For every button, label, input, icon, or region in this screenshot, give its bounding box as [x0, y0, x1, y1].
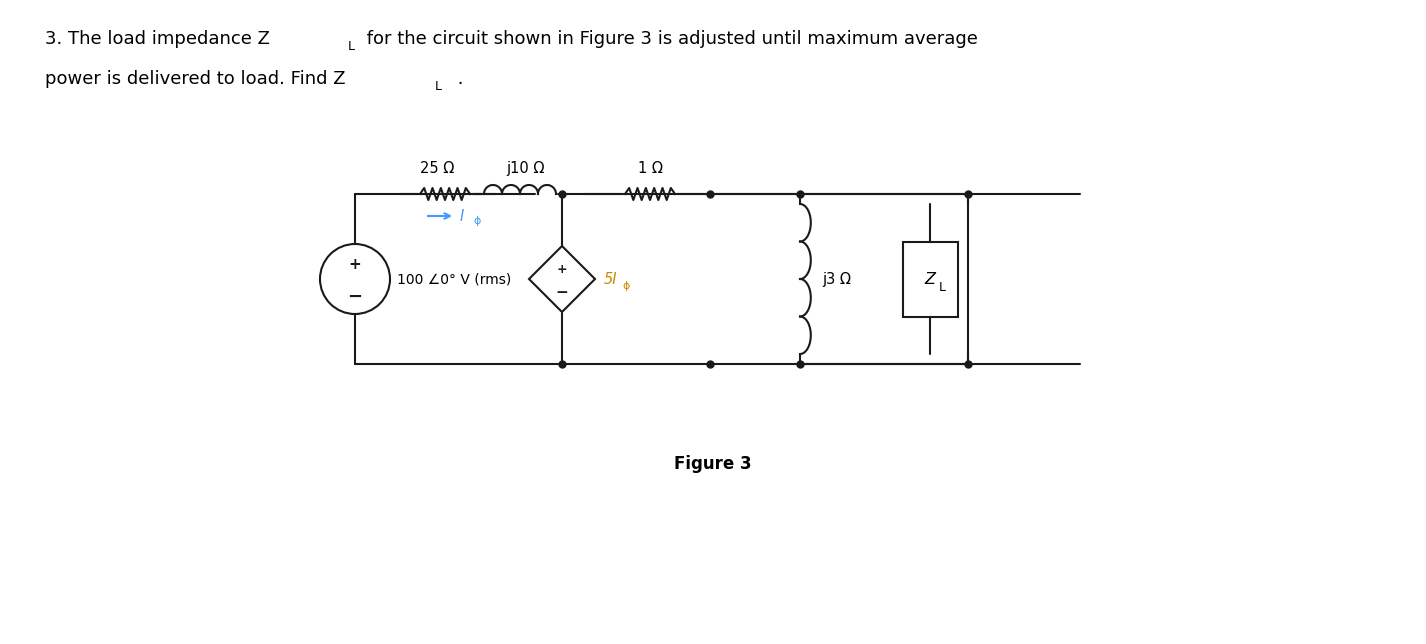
Bar: [903, 242, 957, 316]
Text: power is delivered to load. Find Z: power is delivered to load. Find Z: [46, 70, 345, 88]
Text: I: I: [461, 209, 465, 223]
Text: 100 ∠0° V (rms): 100 ∠0° V (rms): [396, 272, 512, 286]
Text: 1 Ω: 1 Ω: [637, 161, 663, 176]
Text: −: −: [556, 285, 569, 299]
Text: +: +: [556, 263, 568, 276]
Text: +: +: [348, 256, 361, 272]
Text: L: L: [938, 281, 945, 294]
Text: −: −: [348, 288, 362, 306]
Text: for the circuit shown in Figure 3 is adjusted until maximum average: for the circuit shown in Figure 3 is adj…: [361, 30, 978, 48]
Text: 25 Ω: 25 Ω: [419, 161, 453, 176]
Text: Z: Z: [924, 272, 935, 287]
Text: ϕ: ϕ: [473, 216, 481, 226]
Text: j10 Ω: j10 Ω: [506, 161, 545, 176]
Text: 3. The load impedance Z: 3. The load impedance Z: [46, 30, 270, 48]
Text: L: L: [348, 39, 355, 53]
Text: ϕ: ϕ: [622, 281, 629, 291]
Text: 5I: 5I: [605, 272, 617, 287]
Text: Figure 3: Figure 3: [674, 455, 752, 473]
Text: j3 Ω: j3 Ω: [821, 272, 851, 287]
Text: .: .: [452, 70, 463, 88]
Text: L: L: [435, 79, 442, 93]
